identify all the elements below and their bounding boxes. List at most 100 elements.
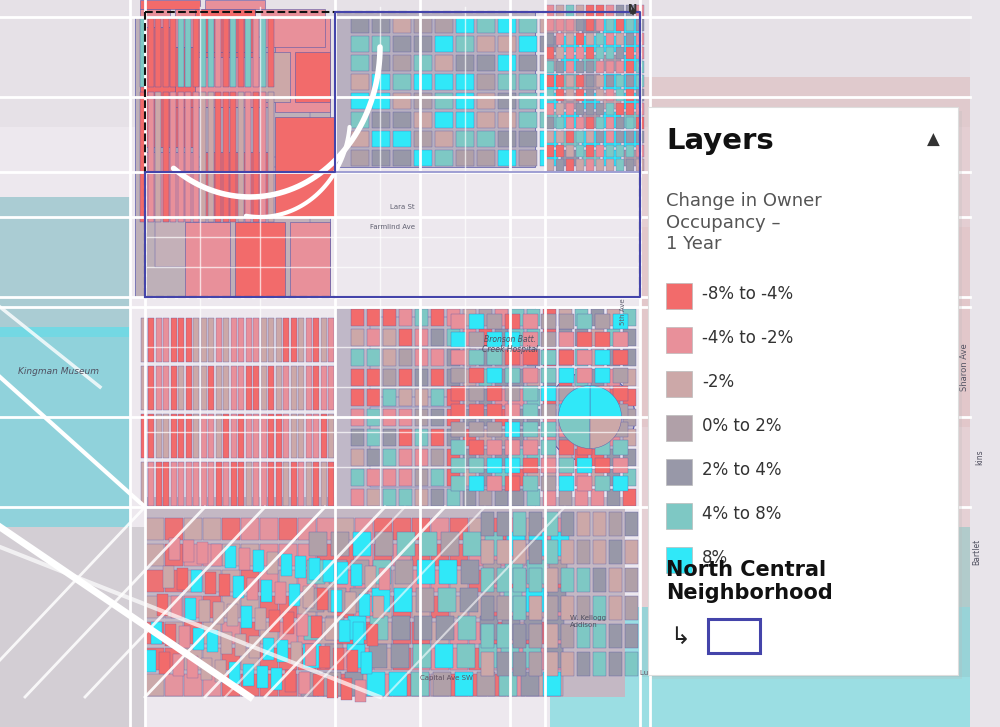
Bar xyxy=(361,652,372,674)
Bar xyxy=(290,414,296,458)
Bar xyxy=(208,17,214,87)
Bar xyxy=(582,93,600,109)
Bar xyxy=(393,150,411,166)
Bar xyxy=(576,5,584,17)
Bar xyxy=(415,349,428,366)
Bar xyxy=(412,674,430,696)
Text: Capital Ave SW: Capital Ave SW xyxy=(420,675,473,681)
Bar xyxy=(561,568,574,592)
Bar xyxy=(208,366,214,410)
Bar xyxy=(606,131,614,143)
Bar xyxy=(543,409,556,426)
Bar xyxy=(203,622,221,644)
Bar xyxy=(495,309,508,326)
Bar xyxy=(561,93,579,109)
Text: N: N xyxy=(628,4,638,14)
Bar xyxy=(336,518,354,540)
Bar xyxy=(393,674,411,696)
Bar xyxy=(367,349,380,366)
Bar xyxy=(435,36,453,52)
Bar xyxy=(195,9,255,52)
Bar xyxy=(616,61,624,73)
Bar xyxy=(586,33,594,45)
Bar xyxy=(185,598,196,620)
Bar xyxy=(481,568,494,592)
Bar xyxy=(367,449,380,466)
Bar xyxy=(450,622,468,644)
Text: kins: kins xyxy=(975,449,984,465)
Bar xyxy=(290,318,296,362)
Bar xyxy=(488,674,506,696)
Bar xyxy=(497,512,510,536)
Bar xyxy=(559,422,574,437)
Bar xyxy=(463,389,476,406)
Bar xyxy=(546,145,554,157)
Bar xyxy=(260,414,266,458)
Bar xyxy=(495,429,508,446)
Bar xyxy=(666,371,692,397)
Bar xyxy=(456,74,474,90)
Bar xyxy=(596,19,604,31)
Bar xyxy=(393,648,411,670)
Bar xyxy=(416,588,434,612)
Bar xyxy=(595,422,610,437)
Bar xyxy=(241,648,259,670)
Bar xyxy=(317,588,328,610)
Text: 2% to 4%: 2% to 4% xyxy=(702,461,782,479)
Bar xyxy=(215,660,226,682)
Bar xyxy=(241,570,259,592)
Bar xyxy=(283,414,289,458)
Bar xyxy=(481,596,494,620)
Bar xyxy=(222,674,240,696)
Bar xyxy=(559,476,574,491)
Bar xyxy=(626,33,634,45)
Bar xyxy=(498,74,516,90)
Bar xyxy=(290,366,296,410)
Text: Bartlet: Bartlet xyxy=(972,539,981,565)
Bar xyxy=(463,409,476,426)
Bar xyxy=(374,596,392,618)
Bar xyxy=(540,150,558,166)
Bar xyxy=(519,150,537,166)
Bar xyxy=(523,458,538,473)
Bar xyxy=(488,544,506,566)
Bar xyxy=(260,570,278,592)
Bar xyxy=(208,414,214,458)
Bar xyxy=(550,607,970,727)
Bar xyxy=(367,469,380,486)
Bar xyxy=(283,366,289,410)
Bar xyxy=(439,560,457,584)
Bar xyxy=(200,17,206,87)
Bar xyxy=(178,318,184,362)
Bar xyxy=(163,318,169,362)
Bar xyxy=(222,518,240,540)
Bar xyxy=(393,74,411,90)
Bar xyxy=(636,131,644,143)
Bar xyxy=(241,606,252,628)
Bar xyxy=(593,540,606,564)
Bar xyxy=(586,19,594,31)
Bar xyxy=(561,131,579,147)
Bar xyxy=(372,131,390,147)
Bar xyxy=(165,544,183,566)
Bar xyxy=(609,540,622,564)
Bar xyxy=(399,449,412,466)
Bar xyxy=(379,568,390,590)
Bar xyxy=(447,429,460,446)
Bar xyxy=(616,75,624,87)
Bar xyxy=(609,512,622,536)
Bar xyxy=(394,588,412,612)
Bar xyxy=(499,672,517,696)
Bar xyxy=(276,462,282,506)
Bar xyxy=(507,544,525,566)
Bar xyxy=(616,89,624,101)
Bar xyxy=(505,404,520,419)
Bar xyxy=(626,159,634,171)
Bar xyxy=(505,332,520,347)
Bar xyxy=(666,547,692,573)
Bar xyxy=(238,92,244,222)
Bar xyxy=(431,369,444,386)
Bar xyxy=(561,55,579,71)
Bar xyxy=(527,489,540,506)
Bar xyxy=(523,476,538,491)
